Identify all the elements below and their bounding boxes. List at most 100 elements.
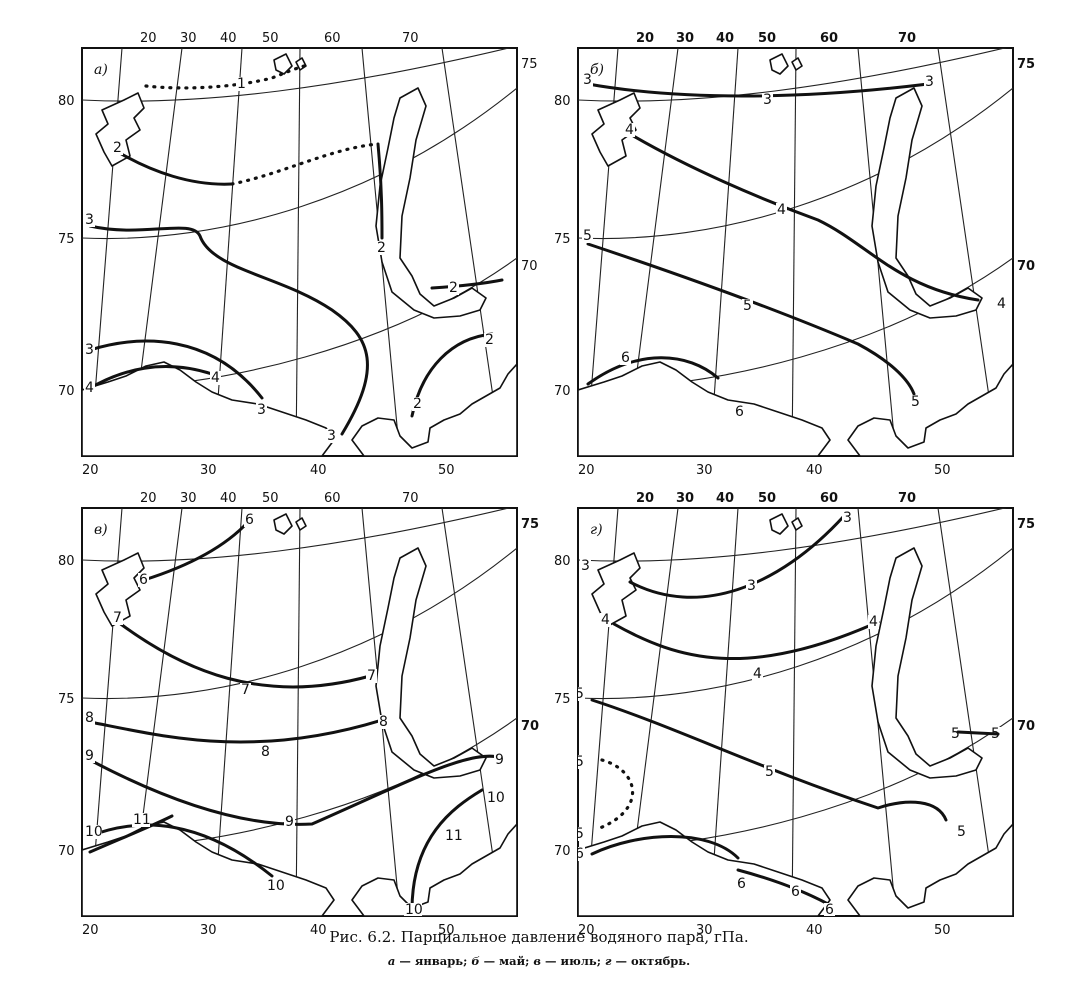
top-longitude-tick: 20: [636, 31, 654, 46]
meridian-line: [213, 508, 243, 916]
isoline-label: 4: [997, 296, 1006, 312]
top-longitude-tick: 60: [324, 31, 341, 46]
isoline-label-bg: [84, 343, 95, 357]
isoline-label: 5: [765, 764, 774, 780]
isoline-label: 3: [843, 510, 852, 526]
isoline-label-bg: [762, 93, 773, 107]
isoline-label-bg: [578, 827, 585, 841]
isoline-label: 3: [257, 402, 266, 418]
meridian-line: [295, 508, 301, 916]
coastline: [578, 361, 831, 456]
isoline-label-bg: [210, 371, 221, 385]
isoline: [88, 754, 504, 826]
isoline-label: 2: [449, 280, 458, 296]
isoline-label: 11: [133, 812, 151, 828]
isoline-label: 5: [957, 824, 966, 840]
top-longitude-tick: 40: [220, 31, 237, 46]
legend-item-g: г — октябрь.: [604, 954, 691, 968]
panel-map-content: 6 6 7 7 7 8 8 8 9 9 9 10 10 10 10 11 11: [82, 508, 517, 916]
isoline-label-bg: [132, 813, 150, 827]
isoline: [586, 356, 720, 386]
meridian-line: [709, 48, 739, 456]
isoline-label-bg: [996, 297, 1007, 311]
isoline-label-bg: [256, 403, 267, 417]
meridian-line: [709, 508, 739, 916]
bottom-longitude-tick: 40: [310, 463, 327, 478]
coastline: [351, 363, 517, 456]
bottom-longitude-tick: 50: [438, 923, 455, 938]
meridian-line: [937, 508, 999, 916]
left-latitude-tick: 80: [554, 554, 571, 569]
isoline-label-bg: [736, 877, 747, 891]
isoline-label: 5: [911, 394, 920, 410]
left-latitude-tick: 70: [554, 384, 571, 399]
isoline-label: 5: [575, 826, 584, 842]
isoline: [586, 82, 930, 98]
meridian-line: [295, 48, 301, 456]
coastline: [351, 823, 517, 916]
isoline-label-bg: [776, 203, 787, 217]
right-latitude-tick: 75: [521, 57, 538, 72]
isoline-label: 7: [113, 610, 122, 626]
isoline-label: 9: [85, 748, 94, 764]
isoline-label: 4: [625, 122, 634, 138]
isoline-label-bg: [112, 141, 123, 155]
isoline-label: 3: [85, 342, 94, 358]
top-longitude-tick: 40: [716, 31, 734, 46]
isoline-label-bg: [84, 213, 95, 227]
isoline-label-bg: [600, 613, 611, 627]
isoline-label: 8: [379, 714, 388, 730]
isoline-dotted: [230, 142, 380, 186]
isoline: [88, 814, 174, 854]
isoline: [590, 698, 948, 822]
coastline: [769, 53, 789, 75]
bottom-longitude-tick: 20: [578, 923, 595, 938]
isoline-label: 5: [583, 228, 592, 244]
bottom-longitude-tick: 40: [806, 463, 823, 478]
isoline-label-bg: [444, 829, 462, 843]
top-longitude-tick: 40: [220, 491, 237, 506]
isoline-label: 8: [261, 744, 270, 760]
left-latitude-tick: 70: [58, 844, 75, 859]
isoline-label: 10: [85, 824, 103, 840]
right-latitude-tick: 70: [1017, 719, 1035, 734]
isoline: [88, 339, 264, 400]
isoline-label-bg: [236, 77, 247, 91]
legend-item-v: в — июль;: [533, 954, 601, 968]
panel-map-content: 3 3 3 4 4 4 5 5 5 6 6: [578, 48, 1013, 456]
bottom-longitude-tick: 30: [696, 923, 713, 938]
isoline-label: 2: [413, 396, 422, 412]
right-latitude-tick: 70: [521, 719, 539, 734]
left-latitude-tick: 75: [554, 692, 571, 707]
isoline-label: 10: [487, 790, 505, 806]
isoline-label-bg: [138, 573, 149, 587]
isoline-label-bg: [484, 333, 495, 347]
meridian-line: [441, 508, 503, 916]
bottom-longitude-tick: 20: [82, 923, 99, 938]
top-longitude-tick: 60: [820, 31, 838, 46]
isoline: [376, 142, 384, 240]
right-latitude-tick: 75: [1017, 517, 1035, 532]
isoline: [736, 868, 830, 906]
top-longitude-tick: 60: [820, 491, 838, 506]
isoline-label: 3: [763, 92, 772, 108]
isoline-label-bg: [578, 687, 585, 701]
isoline-label: 4: [211, 370, 220, 386]
isoline: [116, 620, 372, 689]
isoline-label-bg: [376, 241, 387, 255]
isoline-label-bg: [404, 903, 422, 916]
meridian-line: [937, 48, 999, 456]
bottom-longitude-tick: 30: [696, 463, 713, 478]
coastline: [273, 513, 293, 535]
isoline-label: 6: [825, 902, 834, 918]
isoline-label: 7: [241, 682, 250, 698]
map-panel-v: 6 6 7 7 7 8 8 8 9 9 9 10 10 10 10 11 11 в) 20 30 40 50 60 70 20 3…: [58, 491, 539, 938]
coastline: [295, 517, 307, 531]
isoline-label-bg: [578, 755, 585, 769]
isoline-label: 3: [85, 212, 94, 228]
isoline-label: 4: [869, 614, 878, 630]
bottom-longitude-tick: 50: [934, 463, 951, 478]
isoline-label: 4: [777, 202, 786, 218]
left-latitude-tick: 70: [58, 384, 75, 399]
